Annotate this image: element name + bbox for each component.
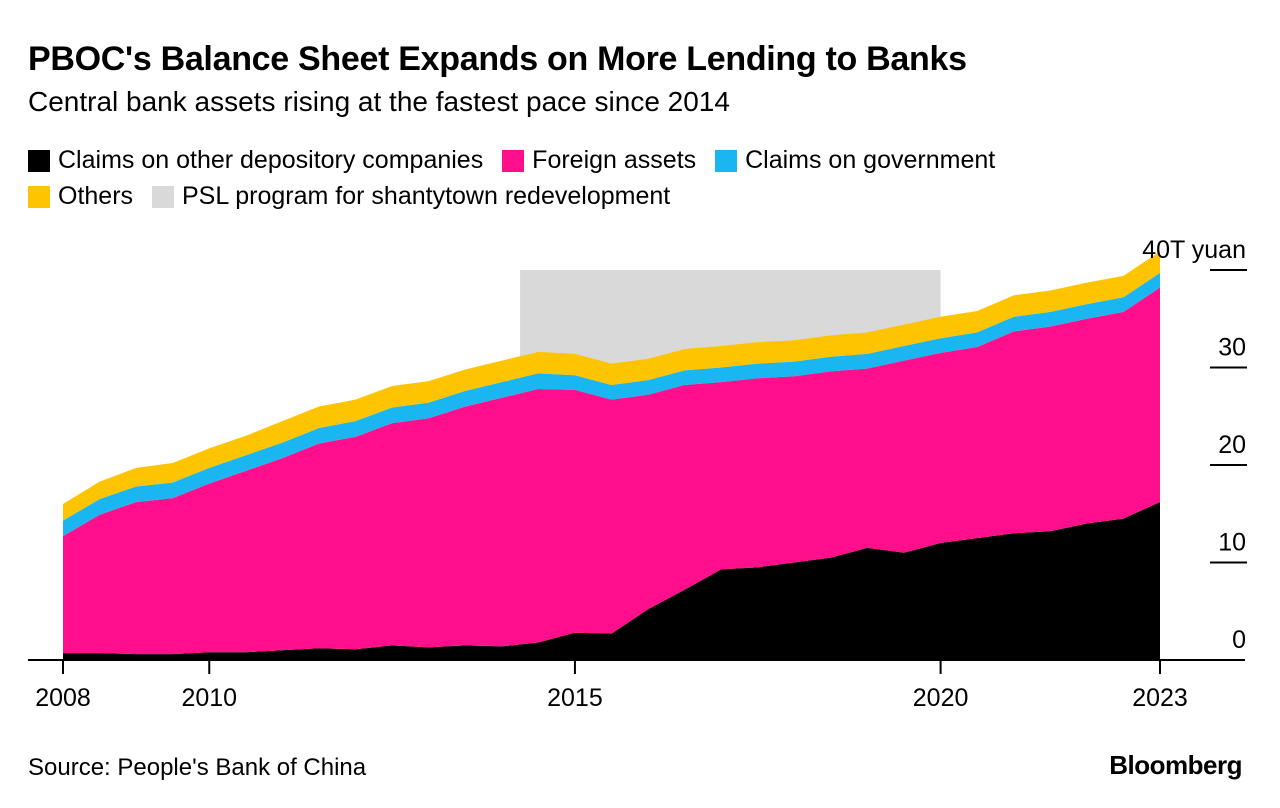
legend-item-others: Others <box>28 182 133 211</box>
x-tick-label: 2015 <box>547 684 603 712</box>
stacked-area-chart: 2008 2010 2015 2020 2023 0 10 20 30 40T yuan <box>28 236 1247 712</box>
legend-item-psl-program: PSL program for shantytown redevelopment <box>151 182 671 211</box>
legend-item-claims-depository: Claims on other depository companies <box>28 146 483 175</box>
y-tick-label: 30 <box>1218 334 1246 362</box>
source-note: Source: People's Bank of China <box>28 754 367 781</box>
area-claims-on-other-depository-companies <box>63 502 1160 660</box>
legend-label: Others <box>58 182 134 210</box>
y-tick-label: 10 <box>1218 529 1246 557</box>
y-tick-label: 20 <box>1218 431 1246 459</box>
chart-subtitle: Central bank assets rising at the fastes… <box>28 86 730 117</box>
legend-row-2: Others PSL program for shantytown redeve… <box>28 182 1228 215</box>
legend-label: Claims on government <box>745 146 996 174</box>
legend-swatch <box>28 149 50 172</box>
legend-item-claims-government: Claims on government <box>715 146 995 175</box>
legend-swatch <box>502 149 525 172</box>
legend-swatch <box>151 185 174 208</box>
y-tick-label: 0 <box>1232 626 1246 654</box>
legend-swatch <box>28 185 50 208</box>
legend-item-foreign-assets: Foreign assets <box>502 146 696 175</box>
x-tick-label: 2008 <box>35 684 91 712</box>
x-tick-label: 2010 <box>181 684 237 712</box>
legend-row-1: Claims on other depository companies For… <box>28 146 1228 179</box>
legend-swatch <box>715 149 738 172</box>
legend-label: PSL program for shantytown redevelopment <box>181 182 671 210</box>
legend-label: Claims on other depository companies <box>58 146 484 174</box>
bloomberg-logo: Bloomberg <box>1109 750 1242 780</box>
y-tick-label: 40T yuan <box>1142 236 1246 264</box>
x-tick-label: 2020 <box>913 684 969 712</box>
legend-label: Foreign assets <box>532 146 697 174</box>
x-tick-label: 2023 <box>1132 684 1188 712</box>
chart-title: PBOC's Balance Sheet Expands on More Len… <box>28 40 967 78</box>
area-foreign-assets <box>63 287 1160 655</box>
